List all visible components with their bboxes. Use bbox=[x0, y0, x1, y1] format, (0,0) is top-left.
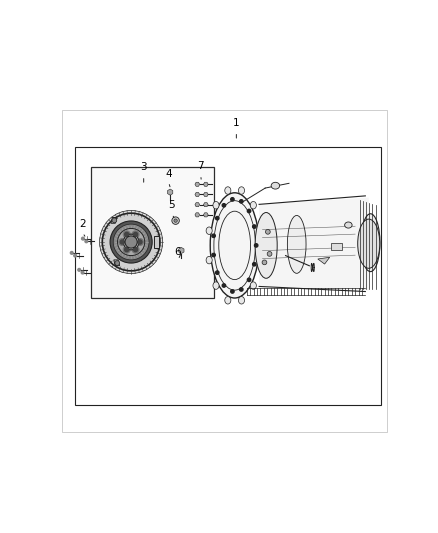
Ellipse shape bbox=[225, 296, 231, 304]
Circle shape bbox=[124, 246, 130, 253]
Circle shape bbox=[81, 271, 84, 274]
Text: 5: 5 bbox=[169, 200, 175, 211]
Text: 3: 3 bbox=[140, 163, 147, 172]
Circle shape bbox=[110, 221, 152, 263]
Circle shape bbox=[71, 252, 73, 254]
Ellipse shape bbox=[206, 227, 212, 235]
Circle shape bbox=[265, 229, 270, 234]
Circle shape bbox=[115, 261, 120, 265]
Text: 7: 7 bbox=[198, 161, 204, 172]
Polygon shape bbox=[195, 192, 200, 197]
Circle shape bbox=[215, 271, 219, 274]
Polygon shape bbox=[203, 203, 208, 207]
Circle shape bbox=[74, 254, 77, 257]
Circle shape bbox=[174, 219, 177, 222]
Ellipse shape bbox=[238, 187, 244, 194]
Polygon shape bbox=[203, 182, 208, 187]
Ellipse shape bbox=[255, 213, 277, 278]
Ellipse shape bbox=[206, 256, 212, 264]
Bar bbox=[332, 243, 342, 251]
Ellipse shape bbox=[361, 214, 380, 272]
Circle shape bbox=[212, 253, 215, 257]
Ellipse shape bbox=[225, 187, 231, 194]
Circle shape bbox=[120, 240, 124, 244]
Ellipse shape bbox=[250, 201, 256, 209]
Polygon shape bbox=[203, 192, 208, 197]
Circle shape bbox=[132, 231, 139, 238]
Circle shape bbox=[172, 217, 179, 224]
Polygon shape bbox=[111, 217, 117, 223]
Polygon shape bbox=[92, 167, 214, 298]
Circle shape bbox=[222, 204, 226, 207]
Ellipse shape bbox=[257, 227, 263, 235]
Polygon shape bbox=[203, 213, 208, 217]
Circle shape bbox=[137, 239, 143, 245]
Ellipse shape bbox=[257, 256, 263, 264]
Polygon shape bbox=[195, 213, 200, 217]
Circle shape bbox=[113, 224, 149, 260]
Circle shape bbox=[222, 284, 226, 287]
Circle shape bbox=[85, 240, 88, 243]
Circle shape bbox=[125, 248, 129, 252]
Circle shape bbox=[240, 288, 243, 291]
Circle shape bbox=[124, 234, 139, 250]
Polygon shape bbox=[259, 198, 369, 290]
Polygon shape bbox=[179, 247, 184, 254]
Circle shape bbox=[117, 229, 145, 256]
Circle shape bbox=[231, 290, 234, 293]
Circle shape bbox=[215, 216, 219, 220]
Circle shape bbox=[253, 225, 256, 228]
Text: 2: 2 bbox=[79, 219, 86, 229]
Circle shape bbox=[212, 234, 215, 238]
Ellipse shape bbox=[271, 182, 279, 189]
Bar bbox=[75, 147, 381, 405]
Polygon shape bbox=[167, 189, 173, 195]
Circle shape bbox=[134, 232, 138, 237]
Polygon shape bbox=[154, 236, 159, 248]
Circle shape bbox=[138, 240, 142, 244]
Circle shape bbox=[125, 236, 137, 248]
Circle shape bbox=[134, 248, 138, 252]
Circle shape bbox=[267, 252, 272, 256]
Circle shape bbox=[247, 278, 251, 281]
Circle shape bbox=[102, 213, 160, 271]
Circle shape bbox=[112, 218, 117, 223]
Ellipse shape bbox=[210, 193, 259, 298]
Text: 1: 1 bbox=[233, 118, 240, 128]
Circle shape bbox=[78, 269, 81, 271]
Polygon shape bbox=[195, 203, 200, 207]
Ellipse shape bbox=[238, 296, 244, 304]
Circle shape bbox=[247, 209, 251, 213]
Polygon shape bbox=[195, 182, 200, 187]
Ellipse shape bbox=[345, 222, 352, 228]
Ellipse shape bbox=[213, 201, 219, 209]
Circle shape bbox=[240, 200, 243, 203]
Circle shape bbox=[231, 198, 234, 201]
Ellipse shape bbox=[250, 282, 256, 289]
Circle shape bbox=[99, 211, 162, 273]
Circle shape bbox=[262, 260, 267, 265]
Ellipse shape bbox=[358, 219, 380, 268]
Circle shape bbox=[81, 237, 84, 240]
Polygon shape bbox=[114, 260, 120, 265]
Polygon shape bbox=[318, 257, 330, 264]
Circle shape bbox=[253, 263, 256, 266]
Circle shape bbox=[125, 232, 129, 237]
Circle shape bbox=[254, 244, 258, 247]
Ellipse shape bbox=[287, 215, 306, 273]
Text: 4: 4 bbox=[165, 168, 172, 179]
Text: 6: 6 bbox=[175, 247, 181, 256]
Circle shape bbox=[124, 231, 130, 238]
Circle shape bbox=[119, 239, 126, 245]
Ellipse shape bbox=[213, 282, 219, 289]
Circle shape bbox=[132, 246, 139, 253]
